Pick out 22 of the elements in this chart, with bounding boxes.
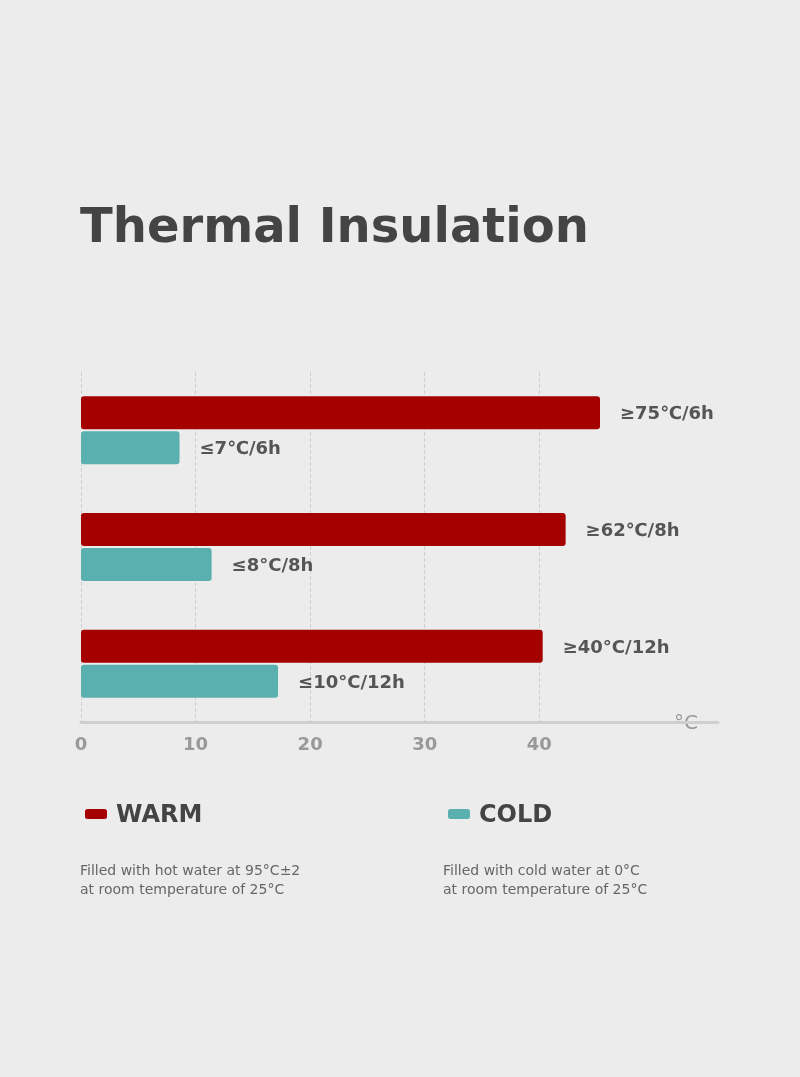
- data-label: ≤8°C/8h: [231, 553, 314, 575]
- text: Filled with cold water at 0°C at room temperature of 25°C: [443, 861, 648, 897]
- bar: [81, 396, 600, 430]
- bar: [81, 629, 543, 663]
- data-label: ≤7℃/6h: [199, 437, 281, 459]
- bar: [81, 513, 566, 547]
- data-label: ≥62℃/8h: [585, 519, 680, 541]
- x-tick-label: 30: [412, 732, 438, 754]
- data-label: ≥40°C/12h: [562, 635, 670, 657]
- text: Filled with hot water at 95°C±2 at room temperature of 25°C: [80, 861, 301, 897]
- legend-label: WARM: [116, 800, 203, 828]
- bar: [81, 664, 279, 698]
- x-tick-label: 20: [297, 732, 323, 754]
- bar: [81, 547, 212, 581]
- x-tick-label: 0: [74, 732, 88, 754]
- x-tick-label: 40: [526, 732, 552, 754]
- data-label: ≥75℃/6h: [619, 402, 714, 424]
- x-tick-label: 10: [183, 732, 209, 754]
- chart-title: Thermal Insulation: [80, 197, 589, 253]
- legend-label: COLD: [479, 800, 553, 828]
- bar: [81, 431, 180, 465]
- data-label: ≤10°C/12h: [298, 670, 405, 692]
